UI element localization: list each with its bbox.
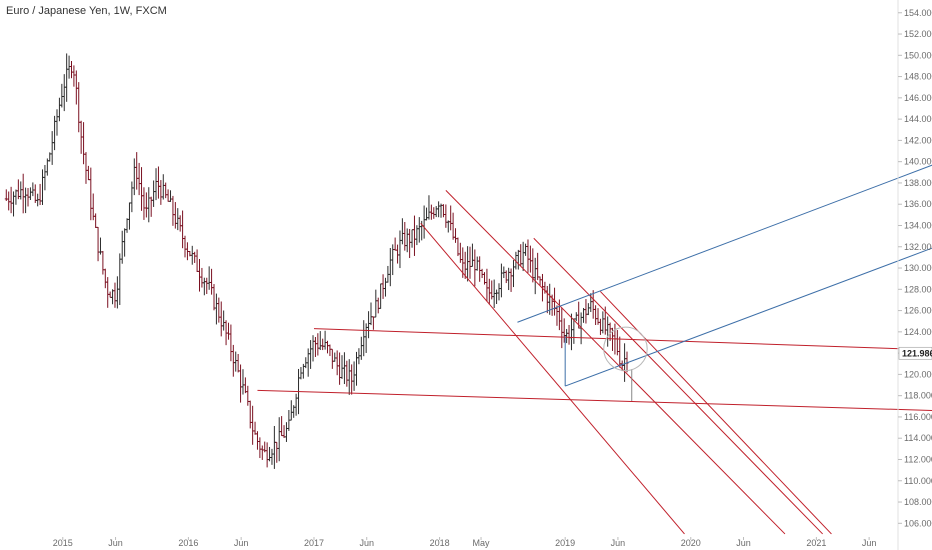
y-tick-label: 140.000 <box>904 157 932 167</box>
y-tick-label: 144.000 <box>904 114 932 124</box>
x-tick-label: 2016 <box>178 538 198 548</box>
y-tick-label: 118.000 <box>904 391 932 401</box>
x-tick-label: 2020 <box>681 538 701 548</box>
x-tick-label: 2017 <box>304 538 324 548</box>
y-tick-label: 124.000 <box>904 327 932 337</box>
x-tick-label: 2021 <box>806 538 826 548</box>
y-tick-label: 142.000 <box>904 135 932 145</box>
y-tick-label: 150.000 <box>904 50 932 60</box>
y-tick-label: 114.000 <box>904 433 932 443</box>
x-tick-label: Jun <box>359 538 374 548</box>
y-tick-label: 136.000 <box>904 199 932 209</box>
trend-line[interactable] <box>445 190 786 535</box>
y-tick-label: 154.000 <box>904 8 932 18</box>
y-tick-label: 120.000 <box>904 369 932 379</box>
y-tick-label: 128.000 <box>904 284 932 294</box>
x-tick-label: Jun <box>736 538 751 548</box>
y-tick-label: 134.000 <box>904 220 932 230</box>
price-bars <box>4 53 629 469</box>
last-price-label: 121.986 <box>902 348 932 358</box>
trend-line[interactable] <box>599 291 832 535</box>
x-tick-label: Jun <box>611 538 626 548</box>
price-axis[interactable]: 106.000 108.000 110.000 112.000 114.000 116.0… <box>898 8 932 529</box>
last-price-box <box>898 346 932 360</box>
drawings-layer[interactable] <box>257 164 932 535</box>
y-tick-label: 148.000 <box>904 72 932 82</box>
x-tick-label: Jun <box>234 538 249 548</box>
y-tick-label: 106.000 <box>904 518 932 528</box>
time-axis[interactable]: 2015 Jun 2016 Jun 2017 Jun 2018 May 2019 Jun 2020 J… <box>53 537 877 548</box>
x-tick-label: 2015 <box>53 538 73 548</box>
trend-line[interactable] <box>420 223 685 535</box>
y-tick-label: 146.000 <box>904 93 932 103</box>
y-tick-label: 152.000 <box>904 29 932 39</box>
highlight-circle[interactable] <box>603 326 648 372</box>
y-tick-label: 130.000 <box>904 263 932 273</box>
x-tick-label: May <box>473 538 491 548</box>
y-tick-label: 108.000 <box>904 497 932 507</box>
y-tick-label: 116.000 <box>904 412 932 422</box>
chart-title: Euro / Japanese Yen, 1W, FXCM <box>6 5 167 17</box>
trend-line[interactable] <box>257 389 932 411</box>
trend-line[interactable] <box>517 164 932 323</box>
x-tick-label: 2018 <box>430 538 450 548</box>
trend-line[interactable] <box>313 328 932 351</box>
y-tick-label: 110.000 <box>904 476 932 486</box>
y-tick-label: 112.000 <box>904 454 932 464</box>
y-tick-label: 138.000 <box>904 178 932 188</box>
y-tick-label: 132.000 <box>904 242 932 252</box>
x-tick-label: 2019 <box>555 538 575 548</box>
y-tick-label: 126.000 <box>904 306 932 316</box>
trend-line[interactable] <box>533 237 824 535</box>
last-price-tag: 121.986 <box>898 346 932 360</box>
x-tick-label: Jun <box>862 538 877 548</box>
trend-line[interactable] <box>564 247 932 387</box>
x-tick-label: Jun <box>108 538 123 548</box>
